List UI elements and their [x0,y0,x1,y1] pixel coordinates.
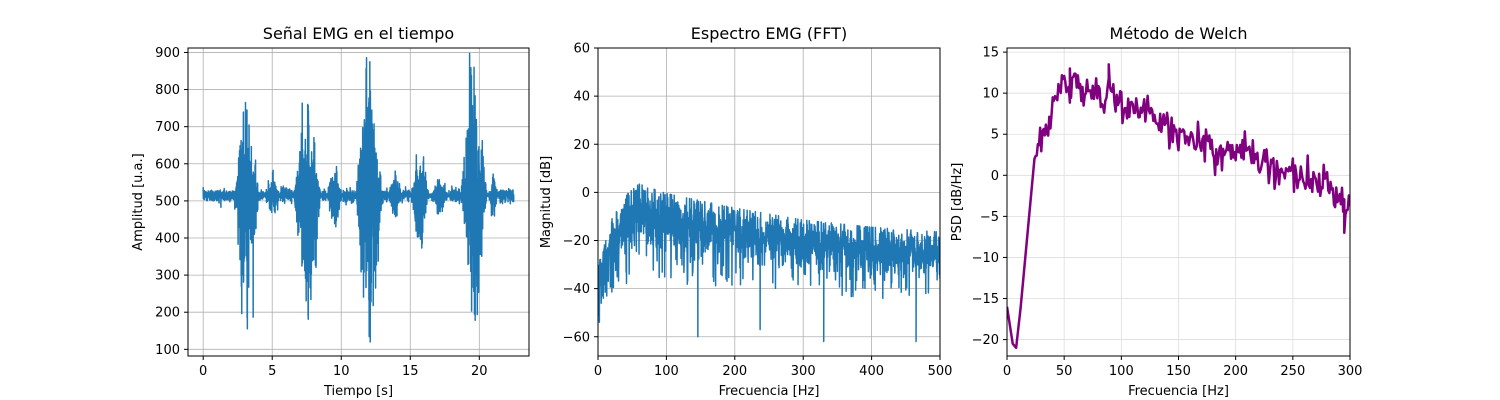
fft-spectrum-x-tick-label: 500 [928,364,953,379]
time-signal-x-tick-label: 15 [402,364,419,379]
time-signal-y-ticks: 100 200 300 400 500 600 700 800 900 [155,46,188,358]
fft-spectrum-x-tick-label: 300 [791,364,816,379]
time-signal-x-ticks: 0 5 10 15 20 [199,356,488,379]
time-signal-x-tick-label: 10 [333,364,350,379]
fft-spectrum-x-label: Frecuencia [Hz] [719,384,820,399]
time-signal-y-tick-label: 400 [155,231,180,246]
time-signal-x-tick-label: 0 [199,364,207,379]
time-signal-axes-frame [187,47,530,357]
time-signal-y-tick-label: 500 [155,194,180,209]
welch-y-tick-label: 15 [982,46,999,61]
fft-spectrum-y-tick-label: 20 [573,138,590,153]
welch-panel: 0 50 100 150 200 250 300 −20 −15 −10 −5 0 5 10 15 Mét… [950,24,1362,399]
welch-plot-area [1007,63,1350,350]
fft-spectrum-plot-area [598,183,940,343]
fft-spectrum-x-tick-label: 0 [594,364,602,379]
time-signal-plot-area [202,52,515,343]
time-signal-y-tick-label: 900 [155,46,180,61]
time-signal-series-line [202,52,515,343]
fft-spectrum-x-tick-label: 400 [859,364,884,379]
time-signal-x-tick-label: 5 [268,364,276,379]
welch-y-label: PSD [dB/Hz] [950,163,965,242]
fft-spectrum-y-tick-label: −20 [563,234,590,249]
time-signal-x-label: Tiempo [s] [323,384,393,399]
welch-x-tick-label: 50 [1056,364,1073,379]
welch-y-ticks: −20 −15 −10 −5 0 5 10 15 [972,46,1007,348]
fft-spectrum-series-line [598,183,940,343]
time-signal-y-tick-label: 200 [155,306,180,321]
time-signal-y-tick-label: 300 [155,269,180,284]
fft-spectrum-y-tick-label: 40 [573,90,590,105]
time-signal-y-tick-label: 700 [155,120,180,135]
welch-y-tick-label: −20 [972,333,999,348]
welch-y-tick-label: 10 [982,87,999,102]
time-signal-y-tick-label: 100 [155,343,180,358]
welch-y-tick-label: 5 [991,128,999,143]
fft-spectrum-panel: 0 100 200 300 400 500 −60 −40 −20 0 20 40 60 Espect… [539,24,952,399]
fft-spectrum-x-tick-label: 100 [654,364,679,379]
time-signal-panel: 0 5 10 15 20 100 200 300 400 500 600 700 800 900 Señ… [131,24,530,399]
welch-y-tick-label: −15 [972,292,999,307]
welch-x-ticks: 0 50 100 150 200 250 300 [1003,356,1363,379]
time-signal-title: Señal EMG en el tiempo [263,24,454,43]
welch-series-line [1007,63,1350,350]
fft-spectrum-y-label: Magnitud [dB] [539,156,554,248]
time-signal-x-tick-label: 20 [471,364,488,379]
welch-x-label: Frecuencia [Hz] [1128,384,1229,399]
fft-spectrum-x-tick-label: 200 [722,364,747,379]
fft-spectrum-axes-frame [597,47,941,357]
welch-title: Método de Welch [1110,24,1248,43]
fft-spectrum-y-ticks: −60 −40 −20 0 20 40 60 [563,42,598,345]
time-signal-y-tick-label: 600 [155,157,180,172]
fft-spectrum-x-ticks: 0 100 200 300 400 500 [594,356,953,379]
welch-x-tick-label: 100 [1109,364,1134,379]
fft-spectrum-y-tick-label: −40 [563,282,590,297]
fft-spectrum-y-tick-label: 60 [573,42,590,57]
welch-y-tick-label: −10 [972,251,999,266]
welch-x-tick-label: 200 [1223,364,1248,379]
welch-x-tick-label: 150 [1166,364,1191,379]
welch-x-tick-label: 300 [1338,364,1363,379]
fft-spectrum-y-tick-label: 0 [582,186,590,201]
time-signal-y-label: Amplitud [u.a.] [131,153,146,250]
welch-x-tick-label: 0 [1003,364,1011,379]
welch-y-tick-label: −5 [980,210,999,225]
welch-y-tick-label: 0 [991,169,999,184]
welch-x-tick-label: 250 [1280,364,1305,379]
fft-spectrum-title: Espectro EMG (FFT) [691,24,847,43]
time-signal-y-tick-label: 800 [155,83,180,98]
fft-spectrum-y-tick-label: −60 [563,330,590,345]
